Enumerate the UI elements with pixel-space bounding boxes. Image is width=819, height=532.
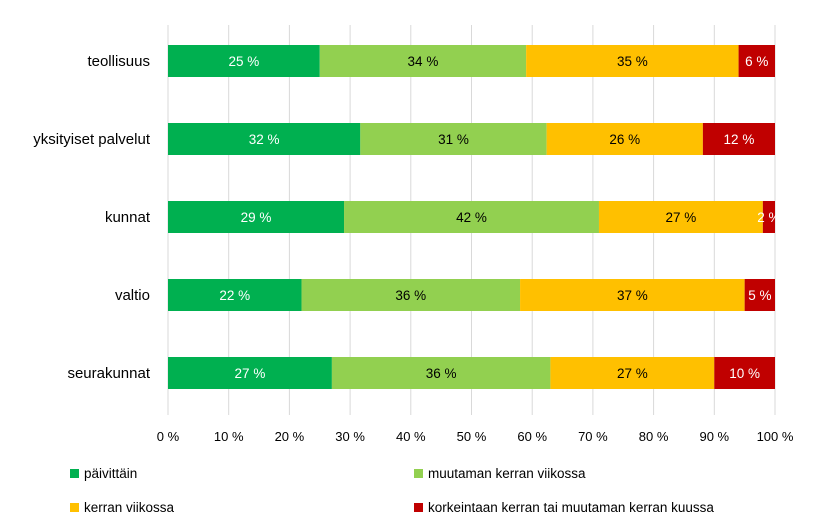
bars: 25 % 34 % 35 % 6 %32 % 31 % 26 % 12 %29 % 42 % 2…	[168, 45, 781, 389]
bar-segment	[168, 357, 332, 389]
legend-label: päivittäin	[84, 466, 137, 481]
category-label: seurakunnat	[67, 365, 150, 382]
bar-row: 22 % 36 % 37 % 5 %	[168, 279, 775, 311]
bar-segment	[520, 279, 745, 311]
bar-segment	[738, 45, 775, 77]
x-tick-label: 70 %	[578, 429, 608, 444]
x-tick-label: 90 %	[699, 429, 729, 444]
bar-segment	[319, 45, 527, 77]
bar-value-label: 12 %	[724, 132, 755, 147]
bar-segment	[168, 45, 320, 77]
legend: päivittäin muutaman kerran viikossa kerran…	[70, 466, 714, 515]
bar-segment	[714, 357, 775, 389]
legend-item: korkeintaan kerran tai muutaman kerran k…	[414, 500, 714, 515]
bar-value-label: 27 %	[617, 366, 648, 381]
bar-segment	[168, 279, 302, 311]
bar-segment	[526, 45, 739, 77]
category-labels: teollisuus yksityiset palvelut kunnat valti…	[33, 53, 151, 382]
category-label: yksityiset palvelut	[33, 131, 151, 148]
bar-value-label: 22 %	[219, 288, 250, 303]
bar-value-label: 26 %	[609, 132, 640, 147]
x-tick-label: 100 %	[757, 429, 794, 444]
bar-value-label: 29 %	[241, 210, 272, 225]
bar-value-label: 35 %	[617, 54, 648, 69]
x-tick-label: 20 %	[275, 429, 305, 444]
bar-segment	[762, 201, 775, 233]
bar-segment	[331, 357, 551, 389]
bar-value-label: 36 %	[426, 366, 457, 381]
bar-value-label: 2 %	[757, 210, 780, 225]
bar-segment	[546, 123, 703, 155]
legend-item: muutaman kerran viikossa	[414, 466, 586, 481]
bar-value-label: 5 %	[748, 288, 771, 303]
bar-segment	[301, 279, 521, 311]
bar-value-label: 34 %	[408, 54, 439, 69]
x-tick-label: 40 %	[396, 429, 426, 444]
bar-row: 25 % 34 % 35 % 6 %	[168, 45, 775, 77]
x-tick-label: 60 %	[517, 429, 547, 444]
bar-segment	[744, 279, 775, 311]
bar-value-label: 27 %	[666, 210, 697, 225]
bar-value-label: 31 %	[438, 132, 469, 147]
bar-value-label: 37 %	[617, 288, 648, 303]
x-tick-label: 30 %	[335, 429, 365, 444]
bar-value-label: 42 %	[456, 210, 487, 225]
bar-segment	[344, 201, 599, 233]
bar-segment	[598, 201, 763, 233]
x-axis-ticks: 0 % 10 % 20 % 30 % 40 % 50 % 60 % 70 % 80 % 90 % 1…	[157, 429, 794, 444]
legend-label: kerran viikossa	[84, 500, 175, 515]
legend-swatch	[70, 503, 79, 512]
bar-value-label: 36 %	[395, 288, 426, 303]
bar-row: 29 % 42 % 27 % 2 %	[168, 201, 781, 233]
x-tick-label: 0 %	[157, 429, 180, 444]
x-tick-label: 10 %	[214, 429, 244, 444]
category-label: valtio	[115, 287, 150, 304]
legend-swatch	[414, 469, 423, 478]
bar-segment	[168, 201, 345, 233]
legend-item: kerran viikossa	[70, 500, 175, 515]
legend-swatch	[70, 469, 79, 478]
legend-swatch	[414, 503, 423, 512]
bar-row: 32 % 31 % 26 % 12 %	[168, 123, 775, 155]
bar-value-label: 27 %	[235, 366, 266, 381]
x-tick-label: 80 %	[639, 429, 669, 444]
bar-value-label: 32 %	[249, 132, 280, 147]
bar-segment	[550, 357, 715, 389]
bar-segment	[168, 123, 361, 155]
bar-value-label: 10 %	[729, 366, 760, 381]
bar-segment	[702, 123, 775, 155]
legend-label: muutaman kerran viikossa	[428, 466, 586, 481]
bar-value-label: 6 %	[745, 54, 768, 69]
bar-segment	[360, 123, 547, 155]
x-tick-label: 50 %	[457, 429, 487, 444]
legend-item: päivittäin	[70, 466, 137, 481]
legend-label: korkeintaan kerran tai muutaman kerran k…	[428, 500, 714, 515]
bar-value-label: 25 %	[228, 54, 259, 69]
category-label: teollisuus	[87, 53, 150, 70]
bar-row: 27 % 36 % 27 % 10 %	[168, 357, 775, 389]
category-label: kunnat	[105, 209, 151, 226]
